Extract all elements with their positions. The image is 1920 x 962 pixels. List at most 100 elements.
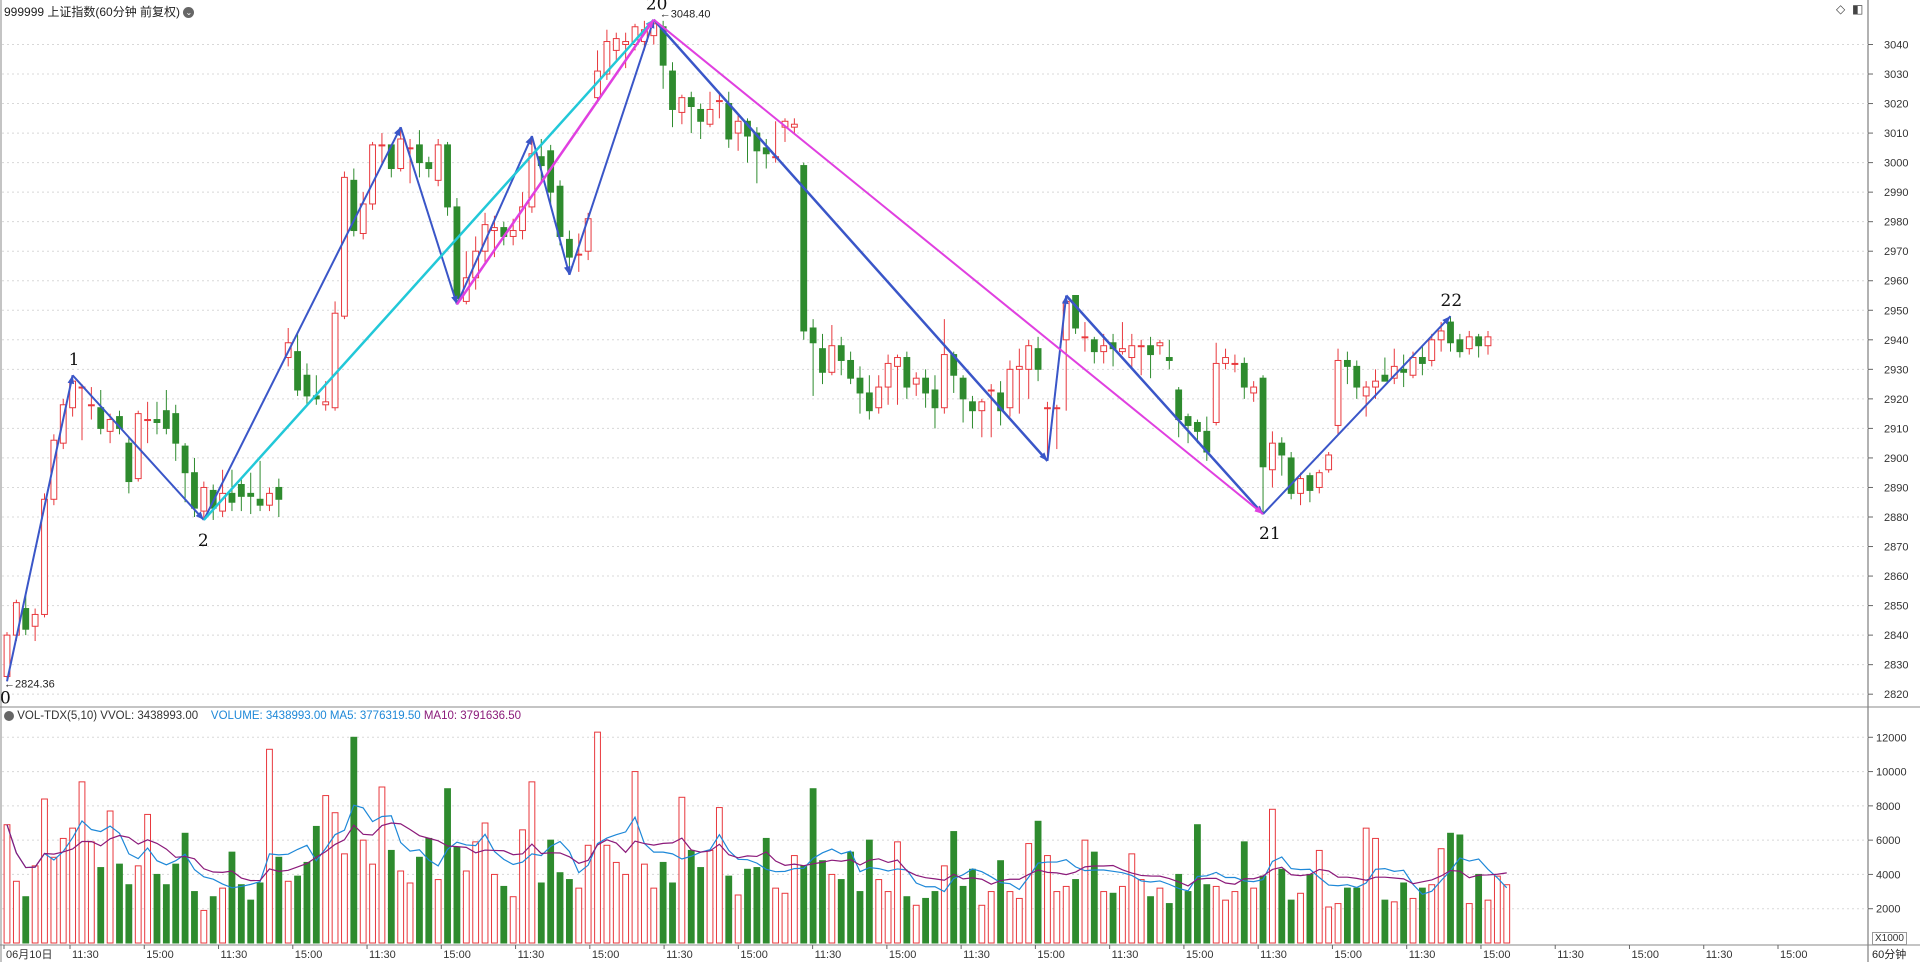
volume-bar — [416, 856, 423, 944]
volume-bar — [650, 887, 658, 944]
wave-label: 21 — [1259, 524, 1281, 544]
diamond-icon[interactable]: ◇ — [1836, 2, 1846, 16]
candle-body — [275, 486, 283, 500]
volume-bar — [219, 887, 226, 944]
candle-body — [1212, 362, 1220, 423]
chevron-down-icon[interactable]: ⌄ — [183, 7, 195, 19]
volume-bar — [1147, 896, 1154, 944]
volume-bar — [1109, 892, 1117, 944]
volume-bar — [31, 865, 39, 944]
volume-bar — [181, 832, 189, 944]
candle-body — [481, 224, 489, 252]
volume-bar — [1418, 887, 1426, 944]
volume-bar — [1025, 843, 1033, 944]
volume-bar — [575, 887, 583, 944]
volume-bar — [1222, 899, 1229, 944]
volume-bar — [912, 904, 920, 944]
candle-body — [97, 407, 105, 429]
trend-line — [202, 18, 655, 521]
arrowhead — [1061, 295, 1069, 305]
price-tick-label: 2850 — [1884, 601, 1908, 613]
volume-bar — [1456, 834, 1464, 944]
volume-bar — [734, 894, 742, 944]
candle-body — [1175, 389, 1183, 421]
time-tick-label: 11:30 — [1557, 949, 1584, 961]
volume-bar — [1100, 891, 1108, 944]
volume-bar — [931, 891, 939, 944]
time-tick-label: 11:30 — [518, 949, 545, 961]
price-tick-label: 2820 — [1884, 689, 1908, 701]
candle-body — [3, 634, 11, 677]
candle-body — [1250, 386, 1258, 394]
volume-unit-label: X1000 — [1872, 932, 1907, 945]
time-tick-label: 11:30 — [1112, 949, 1139, 961]
price-tick-label: 3040 — [1884, 39, 1908, 51]
arrowhead — [1442, 316, 1451, 325]
wave-line — [568, 19, 655, 276]
period-label[interactable]: 60分钟 — [1872, 949, 1907, 961]
price-tick-label: 2910 — [1884, 423, 1908, 435]
price-tick-label: 2990 — [1884, 187, 1908, 199]
volume-bar — [312, 825, 320, 944]
candle-body — [1306, 475, 1314, 491]
candle-body — [959, 377, 967, 400]
candle-body — [41, 498, 48, 615]
time-tick-label: 11:30 — [666, 949, 693, 961]
volume-bar — [1353, 887, 1361, 944]
volume-bar — [378, 786, 386, 944]
volume-bar — [875, 879, 883, 944]
volume-bar — [903, 896, 911, 944]
volume-bar — [444, 788, 451, 944]
candle-body — [734, 120, 742, 134]
candle-body — [125, 442, 133, 483]
volume-bar — [1409, 897, 1417, 944]
price-tick-label: 2920 — [1884, 394, 1908, 406]
candle-body — [22, 608, 30, 630]
candle-body — [256, 498, 264, 506]
volume-bar — [1372, 837, 1379, 944]
candle-body — [1240, 362, 1248, 388]
volume-bar — [134, 865, 142, 944]
volume-bar — [481, 822, 489, 944]
wave-lines — [6, 18, 1452, 682]
candle-body — [1475, 336, 1483, 347]
candle-body — [1147, 345, 1154, 356]
candle-body — [369, 144, 376, 205]
volume-bar — [303, 861, 311, 944]
wave-label: 1 — [69, 350, 80, 370]
candle-body — [266, 492, 273, 506]
volume-tick-label: 4000 — [1876, 869, 1900, 881]
chart-title: 999999 上证指数(60分钟 前复权) ⌄ — [4, 3, 195, 20]
volume-bar — [1044, 855, 1051, 944]
candle-body — [303, 374, 311, 397]
candle-body — [1222, 357, 1229, 364]
volume-bar — [144, 813, 152, 944]
volume-bar — [809, 788, 817, 944]
volume-bar — [603, 844, 611, 944]
candle-body — [172, 413, 180, 444]
candle-body — [678, 97, 686, 113]
candle-body — [519, 206, 526, 232]
wave-label: 2 — [198, 531, 209, 551]
candle-body — [669, 70, 676, 110]
candle-body — [87, 404, 95, 407]
panel-toggle-icon[interactable]: ◧ — [1852, 2, 1864, 16]
volume-bar — [837, 879, 845, 944]
arrowhead — [1254, 506, 1264, 515]
volume-bar — [284, 880, 292, 944]
wave-labels: 0 1 2 20 21 22 ←3048.40 ←2824.36 — [0, 0, 1462, 708]
candle-body — [1343, 359, 1351, 367]
chevron-down-icon[interactable] — [4, 710, 14, 721]
candle-body — [294, 351, 301, 391]
volume-bar — [1484, 899, 1492, 944]
candle-body — [1128, 345, 1136, 359]
candle-body — [1072, 295, 1079, 329]
candle-body — [200, 486, 208, 512]
candle-body — [884, 362, 892, 388]
low-annotation: ←2824.36 — [4, 678, 55, 690]
candle-body — [1287, 457, 1295, 494]
arrowhead — [393, 127, 401, 137]
volume-bar — [97, 867, 105, 944]
volume-bar — [1278, 868, 1286, 944]
